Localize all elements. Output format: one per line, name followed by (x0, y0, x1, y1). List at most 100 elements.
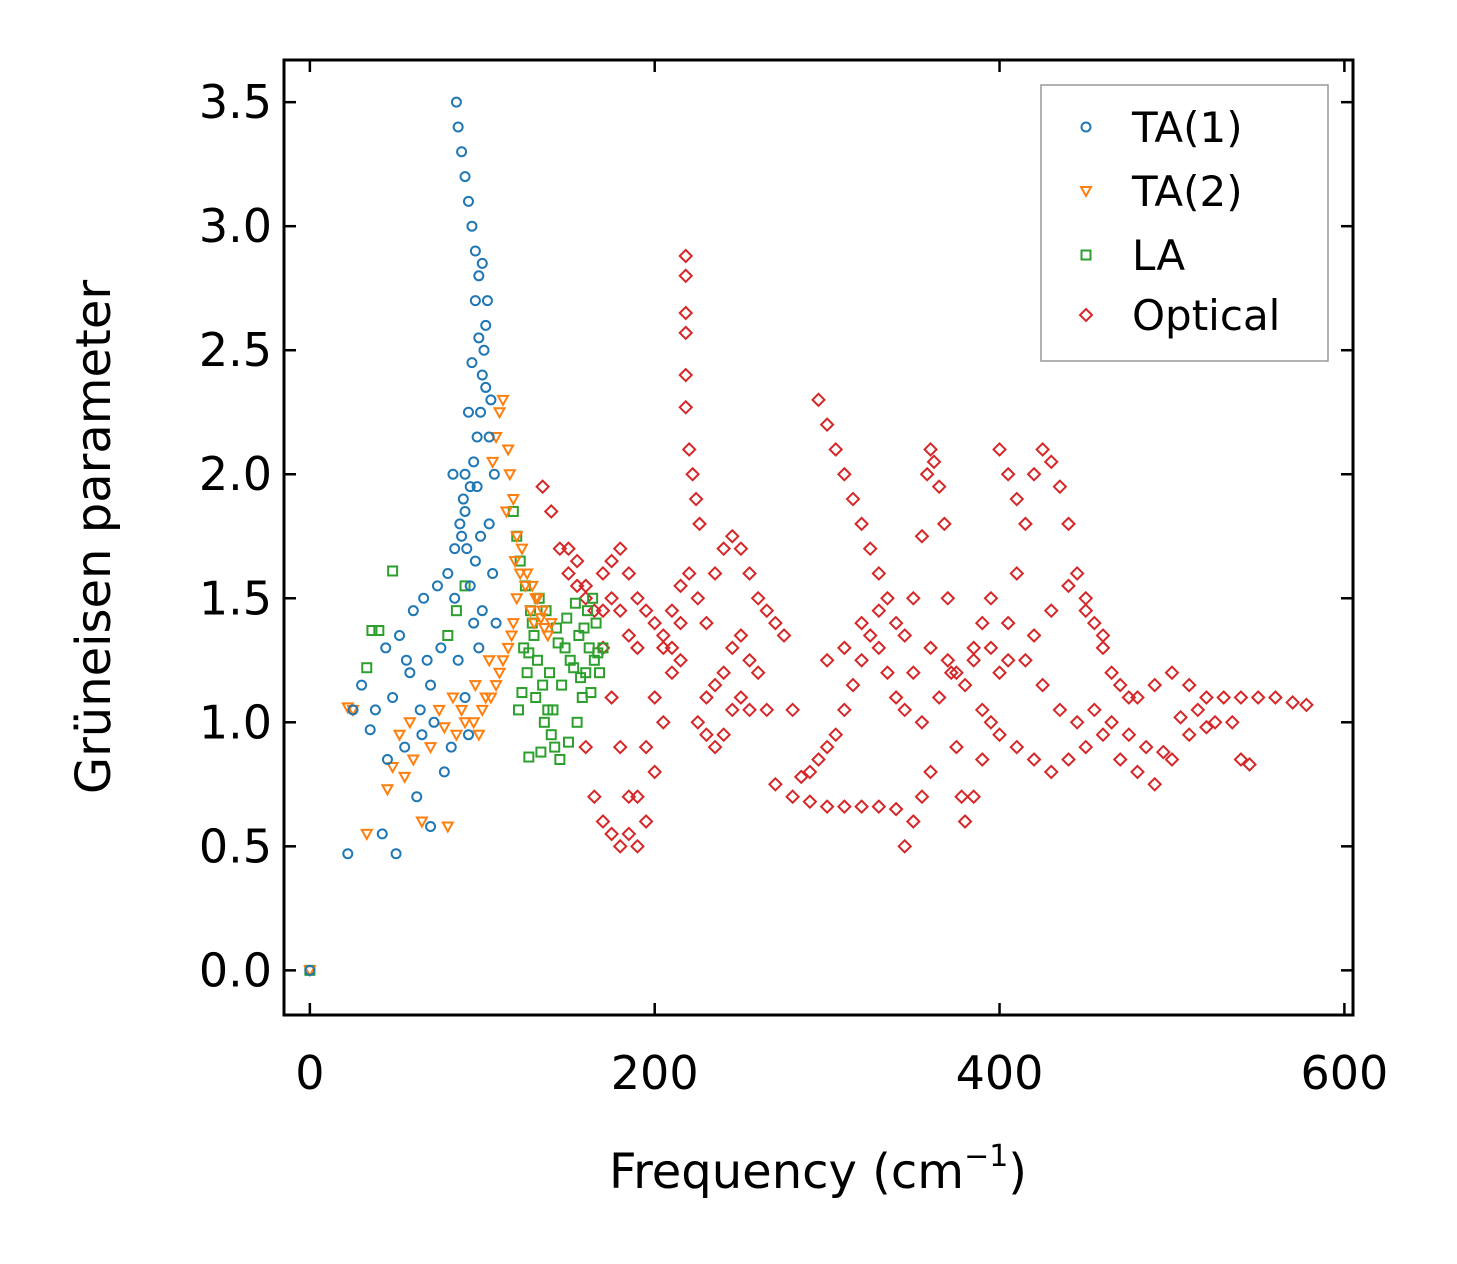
data-point (1299, 697, 1314, 713)
legend-marker (1079, 186, 1093, 199)
data-point (518, 580, 533, 593)
data-point (487, 567, 499, 579)
data-point (1121, 690, 1137, 705)
data-point (678, 248, 694, 264)
data-point (880, 665, 895, 681)
data-point (888, 615, 904, 631)
data-point (604, 826, 620, 842)
data-point (678, 367, 694, 383)
data-point (446, 692, 460, 705)
data-point (685, 466, 701, 482)
data-point (1069, 566, 1085, 581)
data-point (569, 578, 585, 594)
data-point (1000, 466, 1016, 482)
data-point (750, 590, 766, 606)
data-point (836, 640, 852, 656)
data-point (940, 590, 956, 606)
data-point (926, 454, 942, 470)
data-point (828, 442, 844, 457)
data-point (1130, 764, 1145, 780)
data-point (380, 784, 395, 797)
data-point (499, 506, 514, 519)
data-point (1104, 665, 1120, 681)
data-point (1052, 479, 1068, 495)
x-axis-label-close: ) (1008, 1144, 1027, 1200)
data-point (688, 491, 704, 507)
data-point (1164, 665, 1180, 681)
data-point (673, 615, 688, 631)
data-point (592, 647, 604, 659)
data-point (569, 553, 585, 569)
data-point (468, 617, 480, 629)
data-point (462, 195, 474, 207)
data-point (707, 677, 723, 693)
data-point (472, 729, 486, 742)
data-point (459, 505, 471, 517)
data-point (450, 605, 462, 617)
x-tick-label: 600 (1300, 1046, 1388, 1100)
data-point (595, 603, 611, 619)
data-point (510, 531, 524, 544)
data-point (836, 702, 852, 718)
data-point (459, 171, 471, 183)
data-point (418, 592, 430, 604)
data-point (521, 667, 533, 679)
data-point (537, 679, 549, 691)
legend-label-optical: Optical (1132, 291, 1280, 340)
data-point (862, 541, 878, 557)
data-point (403, 717, 417, 730)
data-point (733, 541, 749, 557)
data-point (1078, 590, 1094, 606)
data-point (1173, 709, 1188, 725)
data-point (471, 481, 483, 493)
legend-marker (1080, 249, 1092, 261)
data-point (552, 541, 568, 557)
data-point (590, 617, 602, 629)
data-point (414, 704, 426, 716)
data-point (1267, 690, 1283, 705)
data-point (438, 766, 450, 778)
data-point (562, 736, 574, 748)
data-point (604, 690, 620, 705)
data-point (871, 799, 887, 815)
data-point (1190, 702, 1206, 718)
data-point (578, 578, 594, 594)
data-point (836, 466, 852, 482)
data-point (506, 494, 521, 507)
data-point (630, 640, 645, 656)
data-point (475, 406, 487, 418)
data-point (423, 742, 438, 755)
data-point (785, 702, 801, 718)
data-point (481, 295, 493, 307)
data-point (535, 479, 551, 495)
data-point (366, 625, 378, 637)
data-point (621, 628, 637, 643)
data-point (888, 801, 904, 817)
data-point (512, 704, 524, 716)
data-point (476, 369, 488, 381)
data-point (1095, 628, 1111, 643)
y-tick-label: 0.5 (199, 819, 272, 873)
data-point (914, 789, 930, 805)
series-ta1 (304, 96, 502, 976)
data-point (707, 566, 723, 581)
data-point (506, 618, 521, 631)
data-point (733, 628, 749, 643)
data-point (943, 665, 959, 681)
data-point (529, 593, 543, 606)
data-point (966, 640, 982, 656)
legend-label-ta2: TA(2) (1131, 167, 1243, 216)
data-point (341, 702, 355, 715)
data-point (466, 357, 478, 369)
legend-label-ta1: TA(1) (1131, 103, 1243, 152)
data-point (595, 814, 611, 829)
data-point (462, 406, 474, 418)
data-point (673, 652, 688, 668)
data-point (510, 593, 524, 606)
data-point (459, 468, 471, 480)
data-point (612, 838, 628, 854)
data-point (1000, 652, 1016, 668)
legend-marker (1078, 307, 1094, 323)
y-tick-label: 3.5 (199, 75, 272, 129)
data-point (819, 417, 835, 433)
